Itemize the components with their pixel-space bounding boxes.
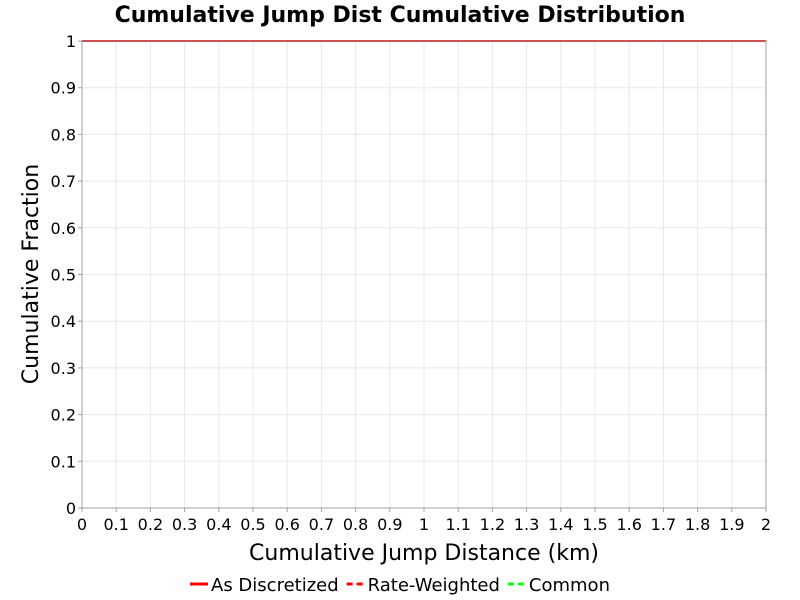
legend-label: Rate-Weighted bbox=[368, 575, 500, 596]
x-tick-label: 0.7 bbox=[309, 515, 334, 534]
x-axis-label: Cumulative Jump Distance (km) bbox=[249, 541, 599, 566]
y-tick-label: 0.4 bbox=[51, 312, 76, 331]
y-tick-label: 0.3 bbox=[51, 359, 76, 378]
x-tick-label: 1.8 bbox=[685, 515, 710, 534]
legend-item: Common bbox=[507, 575, 610, 596]
x-tick-label: 0.2 bbox=[138, 515, 163, 534]
y-axis-ticks: 0 0.1 0.2 0.3 0.4 0.5 0.6 0.7 0.8 0.9 1 bbox=[51, 32, 82, 518]
x-tick-label: 1.3 bbox=[514, 515, 539, 534]
x-tick-label: 1.6 bbox=[616, 515, 641, 534]
x-tick-label: 0.5 bbox=[240, 515, 265, 534]
y-tick-label: 0 bbox=[66, 499, 76, 518]
x-tick-label: 2 bbox=[761, 515, 771, 534]
x-tick-label: 0.1 bbox=[103, 515, 128, 534]
y-tick-label: 1 bbox=[66, 32, 76, 51]
x-tick-label: 1.2 bbox=[480, 515, 505, 534]
x-tick-label: 1.7 bbox=[651, 515, 676, 534]
y-tick-label: 0.7 bbox=[51, 172, 76, 191]
y-tick-label: 0.6 bbox=[51, 219, 76, 238]
legend: As Discretized Rate-Weighted Common bbox=[190, 575, 610, 596]
x-tick-label: 0 bbox=[77, 515, 87, 534]
x-tick-label: 0.4 bbox=[206, 515, 231, 534]
x-tick-label: 1.9 bbox=[719, 515, 744, 534]
grid bbox=[81, 40, 767, 509]
y-tick-label: 0.5 bbox=[51, 266, 76, 285]
legend-label: As Discretized bbox=[211, 575, 339, 596]
x-tick-label: 1.1 bbox=[445, 515, 470, 534]
x-tick-label: 0.3 bbox=[172, 515, 197, 534]
y-tick-label: 0.9 bbox=[51, 79, 76, 98]
legend-item: As Discretized bbox=[190, 575, 339, 596]
x-tick-label: 0.6 bbox=[274, 515, 299, 534]
y-tick-label: 0.1 bbox=[51, 452, 76, 471]
x-tick-label: 1.4 bbox=[548, 515, 573, 534]
x-tick-label: 1 bbox=[419, 515, 429, 534]
y-axis-label: Cumulative Fraction bbox=[19, 164, 44, 384]
legend-label: Common bbox=[529, 575, 610, 596]
x-tick-label: 1.5 bbox=[582, 515, 607, 534]
y-tick-label: 0.2 bbox=[51, 406, 76, 425]
x-tick-label: 0.8 bbox=[343, 515, 368, 534]
x-tick-label: 0.9 bbox=[377, 515, 402, 534]
legend-item: Rate-Weighted bbox=[346, 575, 500, 596]
x-axis-ticks: 0 0.1 0.2 0.3 0.4 0.5 0.6 0.7 0.8 0.9 1 1.1 1.2 1.3 1.… bbox=[77, 508, 771, 534]
chart-title: Cumulative Jump Dist Cumulative Distribu… bbox=[115, 3, 686, 28]
y-tick-label: 0.8 bbox=[51, 125, 76, 144]
